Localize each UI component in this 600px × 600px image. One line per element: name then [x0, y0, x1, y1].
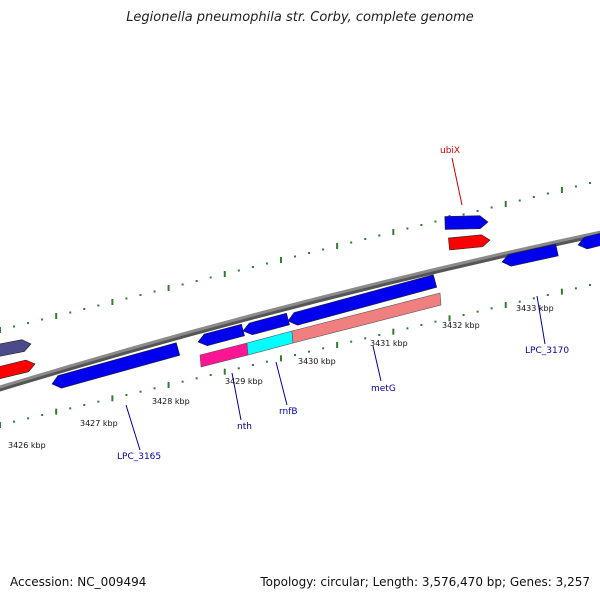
gene-arrow	[577, 233, 600, 250]
gene-label-leader	[372, 345, 382, 382]
gene-arrow	[51, 342, 181, 389]
gene-arrow	[444, 215, 489, 230]
position-tick-label: 3433 kbp	[516, 304, 554, 313]
gene-label: LPC_3170	[525, 346, 569, 356]
gene-arrow	[0, 339, 32, 357]
accession-text: Accession: NC_009494	[10, 575, 147, 589]
position-tick-label: 3432 kbp	[442, 321, 480, 330]
gene-arrow	[287, 274, 438, 326]
position-tick-label: 3431 kbp	[370, 339, 408, 348]
gene-label-leader	[125, 404, 141, 451]
map-title: Legionella pneumophila str. Corby, compl…	[126, 10, 474, 25]
gene-label: ubiX	[440, 146, 460, 156]
genome-summary-text: Topology: circular; Length: 3,576,470 bp…	[260, 575, 590, 589]
gene-arrow	[0, 359, 36, 380]
position-tick-label: 3427 kbp	[80, 419, 118, 428]
gene-label: rnfB	[279, 407, 298, 417]
position-tick-label: 3428 kbp	[152, 397, 190, 406]
gene-label: LPC_3165	[117, 452, 161, 462]
gene-label-leader	[451, 157, 463, 206]
position-tick-label: 3426 kbp	[8, 441, 46, 450]
gene-label: nth	[237, 422, 252, 432]
position-tick-label: 3429 kbp	[225, 377, 263, 386]
gene-arrow	[242, 312, 290, 336]
gene-arrow	[501, 243, 559, 267]
gene-block-nth	[199, 342, 249, 368]
gene-block-metG	[291, 292, 442, 344]
gene-label-leader	[275, 361, 288, 406]
gene-label-leader	[536, 295, 546, 345]
gene-arrow	[448, 234, 491, 251]
backbone-line	[0, 230, 600, 389]
gene-label: metG	[371, 384, 396, 394]
gene-arrow	[197, 323, 245, 347]
gene-label-leader	[231, 372, 242, 421]
position-tick-label: 3430 kbp	[298, 357, 336, 366]
